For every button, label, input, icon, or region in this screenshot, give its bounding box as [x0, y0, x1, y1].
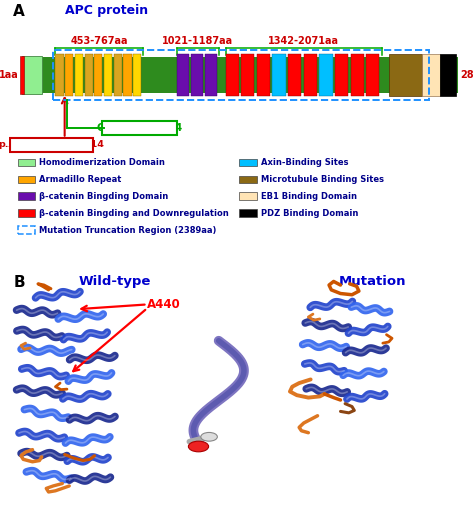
Text: 1aa: 1aa: [0, 70, 18, 80]
Bar: [335, 54, 348, 96]
Bar: [304, 54, 317, 96]
Text: p.Ala440LeufsTer14: p.Ala440LeufsTer14: [0, 140, 104, 149]
Circle shape: [188, 441, 209, 452]
FancyBboxPatch shape: [102, 121, 177, 135]
Bar: [133, 54, 141, 96]
Bar: [239, 159, 257, 166]
Text: A440: A440: [146, 298, 181, 312]
Bar: [205, 54, 217, 96]
Bar: [94, 54, 102, 96]
Bar: [351, 54, 364, 96]
Bar: [123, 54, 132, 96]
Bar: [273, 54, 286, 96]
Bar: [241, 54, 255, 96]
Bar: [440, 54, 456, 96]
Bar: [389, 54, 422, 96]
Bar: [18, 176, 35, 183]
Bar: [177, 54, 189, 96]
Bar: [114, 54, 122, 96]
Text: Axin-Binding Sites: Axin-Binding Sites: [262, 158, 349, 167]
Text: 1021-1187aa: 1021-1187aa: [163, 36, 234, 46]
Text: 453-767aa: 453-767aa: [70, 36, 128, 46]
Text: Wild-type: Wild-type: [79, 276, 151, 288]
Text: Microtubule Binding Sites: Microtubule Binding Sites: [262, 175, 384, 184]
Bar: [18, 193, 35, 200]
Bar: [18, 210, 35, 217]
Bar: [22, 56, 42, 94]
Text: 2843aa: 2843aa: [460, 70, 474, 80]
Bar: [239, 193, 257, 200]
Text: β-catenin Bingding and Downregulation: β-catenin Bingding and Downregulation: [39, 209, 229, 218]
Text: Mutation: Mutation: [339, 276, 407, 288]
FancyBboxPatch shape: [10, 138, 93, 152]
Bar: [104, 54, 112, 96]
Text: EB1 Binding Domain: EB1 Binding Domain: [262, 192, 357, 201]
Bar: [288, 54, 301, 96]
Text: 1342-2071aa: 1342-2071aa: [268, 36, 339, 46]
Bar: [18, 226, 35, 234]
Text: Mutation Truncation Region (2389aa): Mutation Truncation Region (2389aa): [39, 226, 217, 235]
Bar: [257, 54, 270, 96]
Circle shape: [201, 433, 218, 441]
Bar: [65, 54, 73, 96]
Bar: [55, 54, 64, 96]
Bar: [191, 54, 203, 96]
Text: APC protein: APC protein: [64, 4, 148, 17]
Text: Homodimerization Domain: Homodimerization Domain: [39, 158, 165, 167]
Bar: [19, 56, 24, 94]
Bar: [18, 159, 35, 166]
Bar: [239, 176, 257, 183]
Text: Armadillo Repeat: Armadillo Repeat: [39, 175, 122, 184]
Text: PDZ Binding Domain: PDZ Binding Domain: [262, 209, 359, 218]
Bar: [319, 54, 332, 96]
Bar: [239, 210, 257, 217]
Bar: [226, 54, 239, 96]
Bar: [422, 54, 440, 96]
Bar: [75, 54, 83, 96]
Bar: [21, 57, 458, 93]
Bar: [53, 49, 429, 100]
Text: β-catenin Bingding Domain: β-catenin Bingding Domain: [39, 192, 169, 201]
Text: A: A: [13, 4, 25, 19]
Bar: [84, 54, 93, 96]
Bar: [366, 54, 379, 96]
Text: B: B: [13, 276, 25, 290]
Text: Codon 440-454: Codon 440-454: [97, 123, 182, 133]
